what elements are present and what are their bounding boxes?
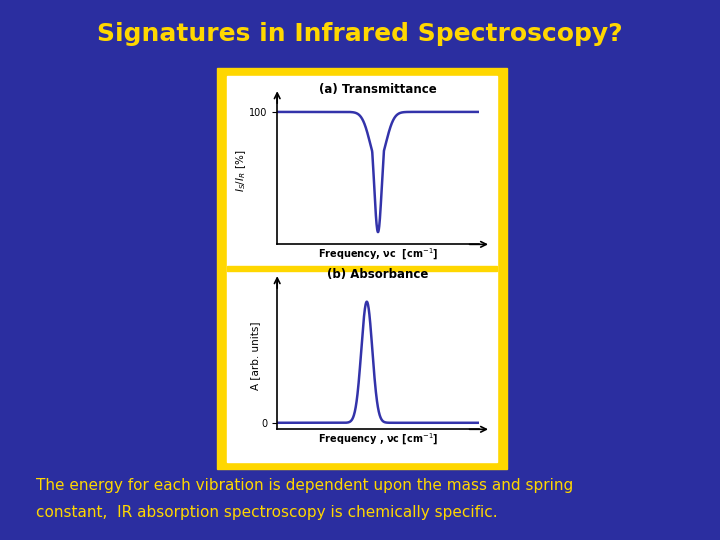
- Title: (a) Transmittance: (a) Transmittance: [319, 83, 437, 96]
- Y-axis label: $I_S/I_R$ [%]: $I_S/I_R$ [%]: [234, 150, 248, 192]
- Y-axis label: A [arb. units]: A [arb. units]: [250, 321, 260, 390]
- Text: Signatures in Infrared Spectroscopy?: Signatures in Infrared Spectroscopy?: [97, 22, 623, 45]
- X-axis label: Frequency , νc [cm$^{-1}$]: Frequency , νc [cm$^{-1}$]: [318, 432, 438, 448]
- Text: constant,  IR absorption spectroscopy is chemically specific.: constant, IR absorption spectroscopy is …: [36, 505, 498, 520]
- X-axis label: Frequency, νc  [cm$^{-1}$]: Frequency, νc [cm$^{-1}$]: [318, 247, 438, 262]
- Text: The energy for each vibration is dependent upon the mass and spring: The energy for each vibration is depende…: [36, 478, 573, 493]
- Title: (b) Absorbance: (b) Absorbance: [328, 268, 428, 281]
